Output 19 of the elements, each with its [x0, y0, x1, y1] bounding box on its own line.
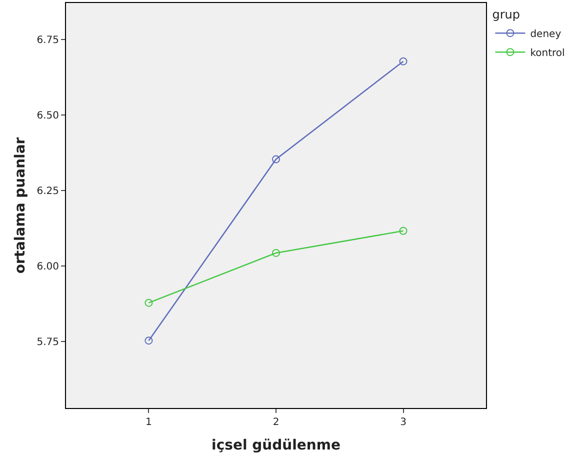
point — [144, 298, 153, 307]
y-tick-label: 6.25 — [36, 186, 59, 197]
point — [399, 226, 408, 235]
point — [272, 248, 280, 257]
x-tick-label: 2 — [272, 417, 280, 428]
point — [144, 336, 153, 345]
y-tick-label: 6.75 — [36, 34, 59, 46]
y-tick-label: 6.50 — [36, 110, 59, 122]
y-tick-label: 5.75 — [36, 337, 59, 348]
legend-label: deney — [530, 29, 562, 40]
legend-title: grup — [492, 8, 520, 22]
y-axis-title: ortalama puanlar — [12, 137, 28, 274]
legend-label: kontrol — [530, 48, 565, 59]
point — [399, 57, 408, 66]
x-tick-label: 1 — [146, 417, 152, 428]
point — [272, 155, 280, 164]
x-tick-label: 3 — [400, 417, 406, 428]
y-tick-label: 6.00 — [36, 261, 59, 272]
x-axis-title: içsel güdülenme — [212, 437, 340, 454]
